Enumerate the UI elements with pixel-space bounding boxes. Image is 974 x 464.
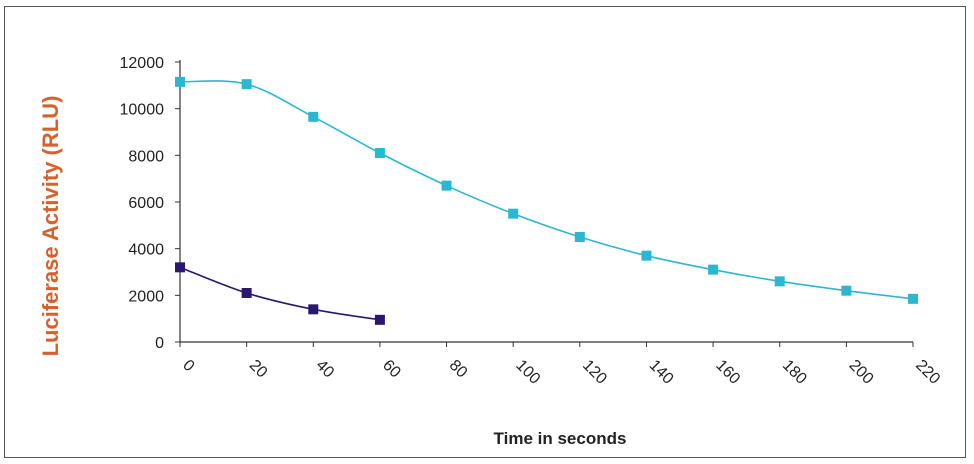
- series-1-point: [241, 79, 252, 90]
- series-1-point: [374, 148, 385, 158]
- x-tick-label: 20: [246, 357, 271, 382]
- series-1-point: [308, 111, 319, 122]
- y-tick-label: 6000: [128, 195, 164, 212]
- x-ticks: 0 20 40 60 80 100 120 140 160 180 200 220: [179, 342, 943, 388]
- series-1-point: [708, 264, 719, 275]
- y-tick-label: 0: [155, 335, 164, 352]
- x-tick-label: 120: [579, 357, 610, 388]
- series-2-point: [241, 288, 252, 298]
- x-tick-label: 40: [312, 357, 337, 382]
- x-tick-label: 60: [379, 357, 404, 382]
- y-axis-label: Luciferase Activity (RLU): [38, 96, 63, 357]
- x-tick-label: 180: [779, 357, 810, 388]
- x-tick-label: 80: [446, 357, 471, 382]
- series-1-point: [841, 285, 852, 296]
- chart-frame: [4, 6, 966, 458]
- x-tick-label: 0: [179, 357, 197, 375]
- series-1-line: [179, 80, 914, 300]
- y-tick-label: 10000: [120, 102, 165, 119]
- x-tick-label: 160: [712, 357, 743, 388]
- y-tick-label: 4000: [128, 242, 164, 259]
- y-ticks: 0 2000 4000 6000 8000 10000 12000: [120, 55, 180, 352]
- y-tick-label: 8000: [128, 148, 164, 165]
- series-group: [175, 76, 918, 325]
- series-1-point: [508, 208, 519, 219]
- series-2-point: [175, 262, 185, 273]
- series-2-line: [179, 266, 381, 321]
- series-1-point: [774, 276, 785, 287]
- x-tick-label: 220: [912, 357, 943, 388]
- x-tick-label: 200: [846, 357, 877, 388]
- series-1-point: [441, 180, 452, 191]
- y-tick-label: 12000: [120, 55, 165, 72]
- x-axis-label: Time in seconds: [494, 429, 627, 448]
- x-tick-label: 140: [646, 357, 677, 388]
- series-1-point: [175, 76, 185, 87]
- series-2-point: [308, 304, 319, 315]
- series-1-point: [641, 250, 652, 261]
- series-1-point: [574, 232, 585, 242]
- y-tick-label: 2000: [128, 288, 164, 305]
- x-tick-label: 100: [512, 357, 543, 388]
- axes: [179, 60, 913, 343]
- series-2-point: [374, 314, 385, 325]
- series-1-point: [908, 293, 918, 304]
